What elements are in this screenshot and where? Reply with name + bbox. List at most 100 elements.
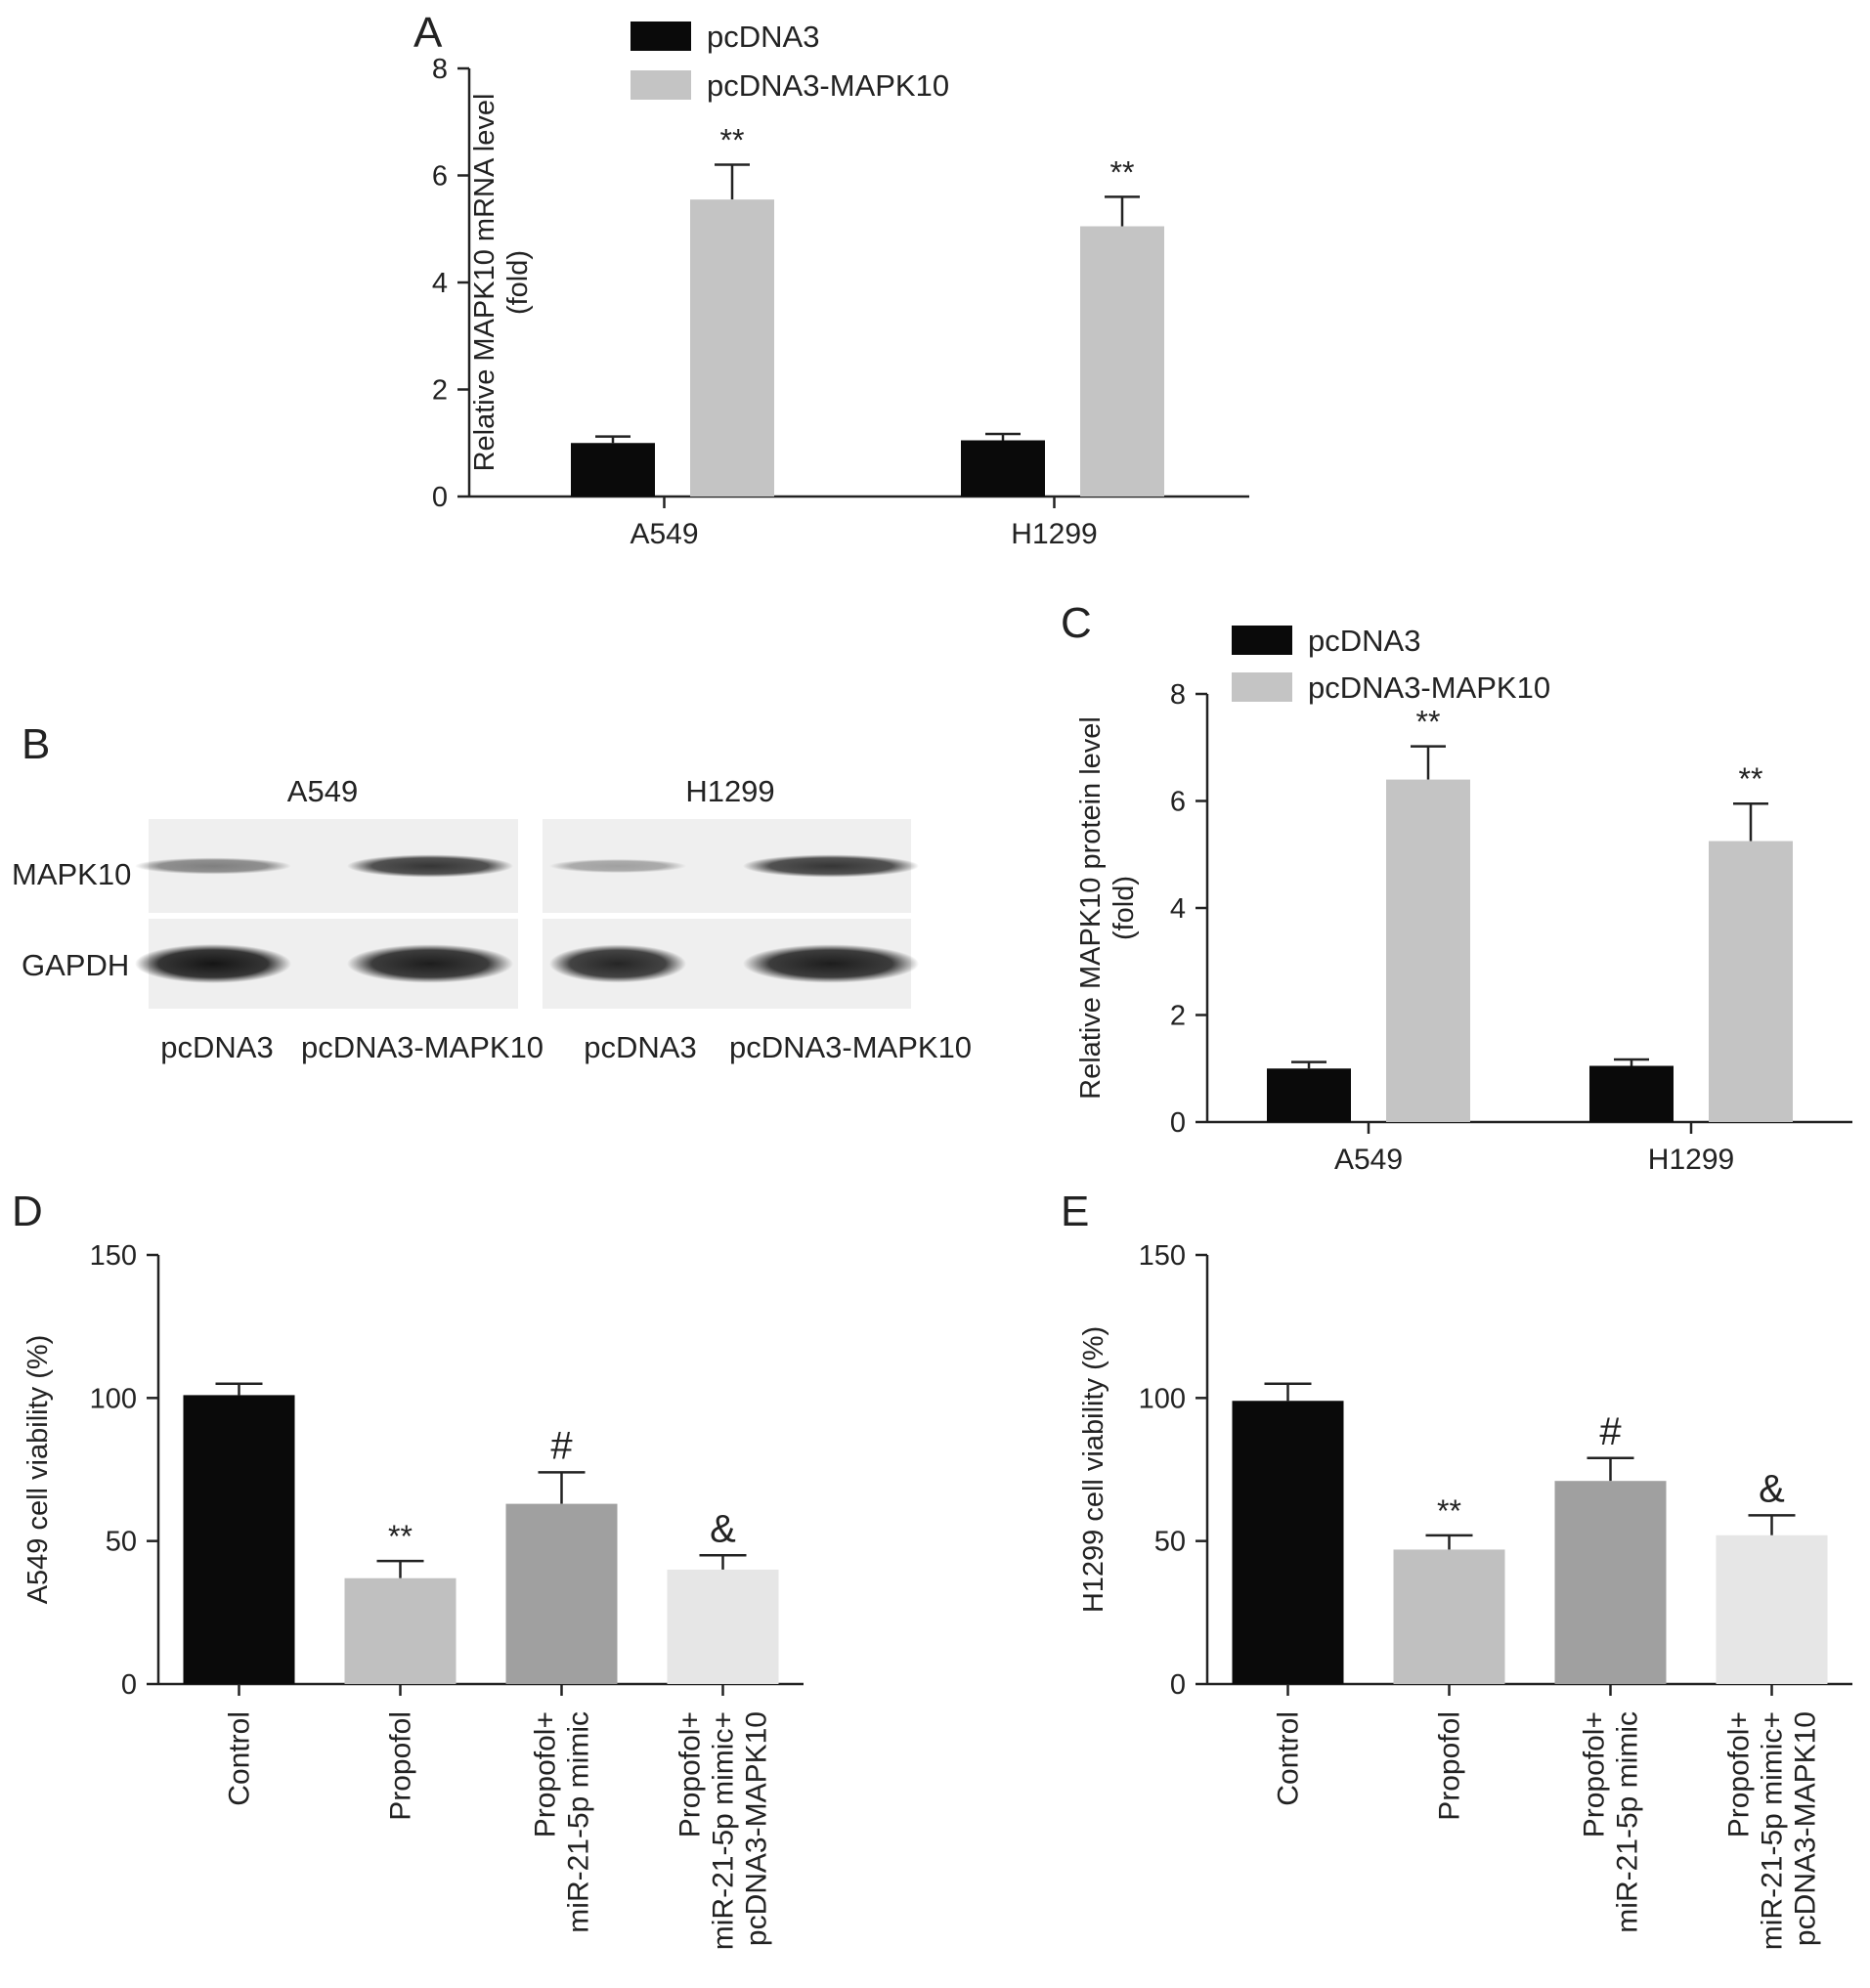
x-tick-label-line: Propofol+: [1579, 1711, 1611, 1837]
row-label: GAPDH: [22, 948, 129, 982]
significance-marker: #: [1599, 1410, 1622, 1453]
x-tick-label-line: Propofol+: [674, 1711, 707, 1837]
y-tick-label: 0: [432, 482, 448, 513]
panel-letter: C: [1061, 599, 1092, 647]
chart-panel-d: D 0 50 100 150 A549 cell viability (%) Control…: [12, 1188, 804, 1950]
panel-letter: E: [1061, 1188, 1089, 1235]
x-tick-label: Propofol: [1434, 1711, 1466, 1821]
bar: [1554, 1481, 1667, 1684]
x-tick-label-line: Control: [224, 1711, 256, 1806]
x-tick-label-line: pcDNA3-MAPK10: [1790, 1711, 1822, 1946]
x-tick-label-line: miR-21-5p mimic: [1612, 1711, 1644, 1933]
panel-letter: D: [12, 1188, 43, 1235]
band-gapdh: [743, 944, 919, 983]
chart-panel-e: E 0 50 100 150 H1299 cell viability (%) Contro…: [1061, 1188, 1852, 1950]
x-tick-label: A549: [1334, 1144, 1403, 1176]
significance-marker: &: [710, 1507, 736, 1550]
bar: [1232, 1401, 1344, 1684]
y-tick-label: 2: [432, 375, 448, 407]
x-tick-label: Propofol: [385, 1711, 417, 1821]
significance-marker: &: [1759, 1467, 1785, 1510]
legend-swatch: [1232, 672, 1292, 702]
lane-label: pcDNA3: [160, 1030, 273, 1064]
significance-marker: **: [1739, 761, 1763, 797]
y-axis-title-line: Relative MAPK10 protein level: [1075, 716, 1107, 1100]
x-tick-label: Propofol+miR-21-5p mimic: [1579, 1711, 1644, 1933]
bar-pcdna3: [961, 440, 1045, 497]
y-axis-title: A549 cell viability (%): [22, 1335, 54, 1605]
legend-label: pcDNA3-MAPK10: [1308, 670, 1550, 705]
y-tick-label: 2: [1170, 1001, 1186, 1032]
band-gapdh: [135, 944, 291, 983]
bar: [183, 1395, 295, 1684]
x-tick-label: Control: [224, 1711, 256, 1806]
y-axis-title-line: Relative MAPK10 mRNA level: [469, 94, 500, 472]
y-tick-label: 100: [1139, 1383, 1186, 1414]
x-tick-label: H1299: [1648, 1144, 1734, 1176]
lane-label: pcDNA3-MAPK10: [301, 1030, 544, 1064]
legend-label: pcDNA3: [707, 20, 819, 54]
x-tick-label: Propofol+miR-21-5p mimic: [530, 1711, 595, 1933]
y-tick-label: 50: [106, 1527, 137, 1558]
y-tick-label: 8: [1170, 679, 1186, 711]
y-tick-label: 6: [432, 161, 448, 193]
bar-pcdna3: [571, 443, 655, 497]
y-tick-label: 100: [90, 1383, 137, 1414]
bar-pcdna3-mapk10: [1709, 841, 1793, 1122]
bar-pcdna3: [1267, 1068, 1351, 1122]
y-tick-label: 0: [1170, 1669, 1186, 1701]
significance-marker: **: [1110, 154, 1135, 190]
x-tick-label-line: Propofol: [1434, 1711, 1466, 1821]
x-tick-label: Propofol+miR-21-5p mimic+pcDNA3-MAPK10: [1723, 1711, 1822, 1950]
significance-marker: **: [1437, 1493, 1461, 1529]
x-tick-label: H1299: [1011, 518, 1097, 550]
x-tick-label: Control: [1273, 1711, 1305, 1806]
legend-swatch: [631, 70, 691, 100]
chart-panel-c: C 0 2 4 6 8 Relative MAPK10 protein level(fold…: [1061, 599, 1852, 1176]
cell-line-label: H1299: [685, 774, 774, 808]
x-tick-label: Propofol+miR-21-5p mimic+pcDNA3-MAPK10: [674, 1711, 773, 1950]
y-axis-title-line: (fold): [1109, 876, 1140, 940]
x-tick-label-line: miR-21-5p mimic: [563, 1711, 595, 1933]
y-tick-label: 150: [1139, 1240, 1186, 1272]
y-tick-label: 150: [90, 1240, 137, 1272]
band-gapdh: [549, 944, 686, 983]
lane-label: pcDNA3: [584, 1030, 696, 1064]
bar-pcdna3-mapk10: [1386, 779, 1470, 1122]
band-mapk10: [347, 854, 513, 878]
western-blot-panel: B A549 H1299 MAPK10 GAPDH pcDNA3 pcDNA3-MAPK10…: [12, 720, 972, 1064]
significance-marker: #: [550, 1424, 573, 1467]
y-axis-title: Relative MAPK10 protein level(fold): [1075, 716, 1140, 1100]
y-axis-title-line: (fold): [502, 250, 534, 315]
significance-marker: **: [1416, 705, 1441, 740]
significance-marker: **: [388, 1519, 413, 1554]
legend-swatch: [631, 22, 691, 51]
x-tick-label: A549: [630, 518, 698, 550]
y-tick-label: 6: [1170, 787, 1186, 818]
band-mapk10: [549, 858, 686, 874]
x-tick-label-line: miR-21-5p mimic+: [1757, 1711, 1789, 1950]
significance-marker: **: [720, 123, 745, 158]
bar: [667, 1569, 779, 1684]
y-tick-label: 0: [1170, 1107, 1186, 1139]
x-tick-label-line: Control: [1273, 1711, 1305, 1806]
bar-pcdna3: [1589, 1065, 1674, 1122]
cell-line-label: A549: [287, 774, 358, 808]
row-label: MAPK10: [12, 857, 131, 891]
x-tick-label-line: miR-21-5p mimic+: [708, 1711, 740, 1950]
legend-label: pcDNA3: [1308, 624, 1420, 658]
bar: [1393, 1549, 1505, 1684]
y-tick-label: 50: [1154, 1527, 1186, 1558]
bar-pcdna3-mapk10: [1080, 226, 1164, 497]
bar: [1716, 1534, 1828, 1684]
y-tick-label: 0: [121, 1669, 137, 1701]
chart-panel-a: A 0 2 4 6 8 Relative MAPK10 mRNA level(fold) A5…: [413, 9, 1249, 550]
bar-pcdna3-mapk10: [690, 199, 774, 497]
legend-swatch: [1232, 626, 1292, 655]
panel-letter: A: [413, 9, 443, 57]
x-tick-label-line: pcDNA3-MAPK10: [741, 1711, 773, 1946]
y-tick-label: 8: [432, 54, 448, 85]
y-axis-title: H1299 cell viability (%): [1078, 1326, 1109, 1613]
